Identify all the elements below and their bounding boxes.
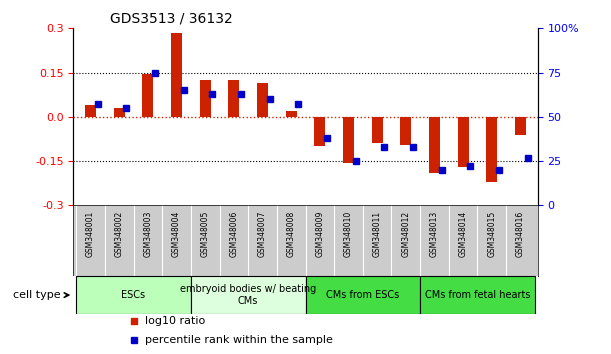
Bar (515, 117, 526, 135)
Text: GSM348013: GSM348013 (430, 211, 439, 257)
Text: GSM348007: GSM348007 (258, 211, 267, 257)
Bar (200, 80, 211, 117)
Bar (306, 276, 420, 314)
Bar (229, 80, 240, 117)
Bar (429, 117, 440, 173)
Text: embryoid bodies w/ beating
CMs: embryoid bodies w/ beating CMs (180, 284, 316, 306)
Text: GDS3513 / 36132: GDS3513 / 36132 (111, 12, 233, 26)
Text: percentile rank within the sample: percentile rank within the sample (145, 335, 333, 345)
Bar (114, 108, 125, 117)
Text: GSM348001: GSM348001 (86, 211, 95, 257)
Text: ESCs: ESCs (122, 290, 145, 300)
Text: log10 ratio: log10 ratio (145, 316, 205, 326)
Text: GSM348016: GSM348016 (516, 211, 525, 257)
Text: GSM348014: GSM348014 (459, 211, 467, 257)
Bar (191, 276, 306, 314)
Bar (400, 117, 411, 145)
Text: GSM348005: GSM348005 (200, 211, 210, 257)
Bar (257, 83, 268, 117)
Text: GSM348002: GSM348002 (115, 211, 123, 257)
Text: GSM348011: GSM348011 (373, 211, 382, 257)
Bar (171, 33, 182, 117)
Bar (142, 74, 153, 117)
Text: GSM348010: GSM348010 (344, 211, 353, 257)
Bar (371, 117, 382, 143)
Text: GSM348012: GSM348012 (401, 211, 411, 257)
Text: GSM348006: GSM348006 (229, 211, 238, 257)
Bar (286, 111, 296, 117)
Bar (85, 105, 96, 117)
Bar (315, 117, 325, 146)
Text: GSM348015: GSM348015 (488, 211, 496, 257)
Text: GSM348009: GSM348009 (315, 211, 324, 257)
Bar (420, 276, 535, 314)
Text: cell type: cell type (13, 290, 68, 300)
Bar (76, 276, 191, 314)
Bar (343, 117, 354, 162)
Text: CMs from ESCs: CMs from ESCs (326, 290, 400, 300)
Text: CMs from fetal hearts: CMs from fetal hearts (425, 290, 530, 300)
Text: GSM348008: GSM348008 (287, 211, 296, 257)
Text: GSM348003: GSM348003 (144, 211, 152, 257)
Text: GSM348004: GSM348004 (172, 211, 181, 257)
Bar (486, 117, 497, 182)
Bar (458, 117, 469, 167)
